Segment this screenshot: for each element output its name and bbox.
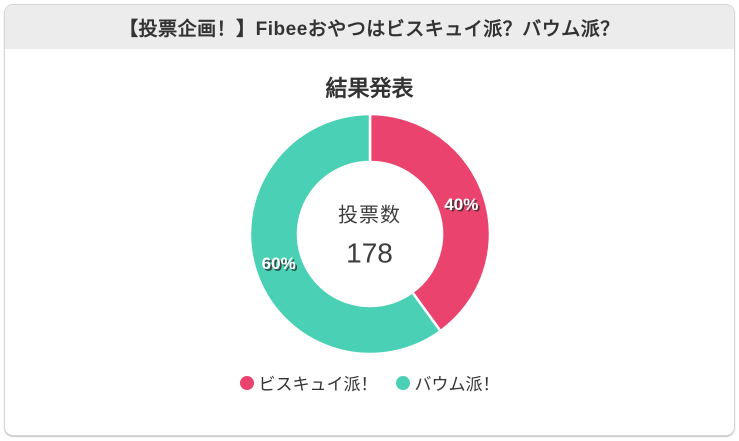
pie-slice-1[interactable] xyxy=(248,112,442,356)
pie-slice-0-percent-label: 40% xyxy=(446,197,480,216)
legend-dot-baum-icon xyxy=(395,375,410,390)
pie-slice-1-percent-label: 60% xyxy=(261,254,295,273)
legend-label-biscuit: ビスキュイ派！ xyxy=(258,375,378,394)
poll-title: 【投票企画！】Fibeeおやつはビスキュイ派？バウム派？ xyxy=(119,18,620,40)
legend-item-biscuit[interactable]: ビスキュイ派！ xyxy=(239,370,378,395)
donut-chart[interactable]: 40%40%60%60% xyxy=(245,109,495,359)
pie-slice-0-percent-label: 40% xyxy=(444,195,478,214)
card-body: 結果発表 40% 40% 60% 60% 投票数 178 ビスキュイ派！ バウム派！ xyxy=(5,49,734,435)
pie-slice-0[interactable] xyxy=(368,112,491,333)
poll-result-card: 【投票企画！】Fibeeおやつはビスキュイ派？バウム派？ 結果発表 40% 40%… xyxy=(4,4,735,436)
legend-label-baum: バウム派！ xyxy=(414,375,500,394)
donut-chart-area: 40% 40% 60% 60% 投票数 178 xyxy=(245,109,495,359)
legend-item-baum[interactable]: バウム派！ xyxy=(395,370,500,395)
chart-legend: ビスキュイ派！ バウム派！ xyxy=(239,370,500,395)
pie-slice-1-percent-label: 60% xyxy=(263,256,297,275)
legend-dot-biscuit-icon xyxy=(239,375,254,390)
chart-title: 結果発表 xyxy=(325,76,414,101)
card-header: 【投票企画！】Fibeeおやつはビスキュイ派？バウム派？ xyxy=(5,5,734,49)
